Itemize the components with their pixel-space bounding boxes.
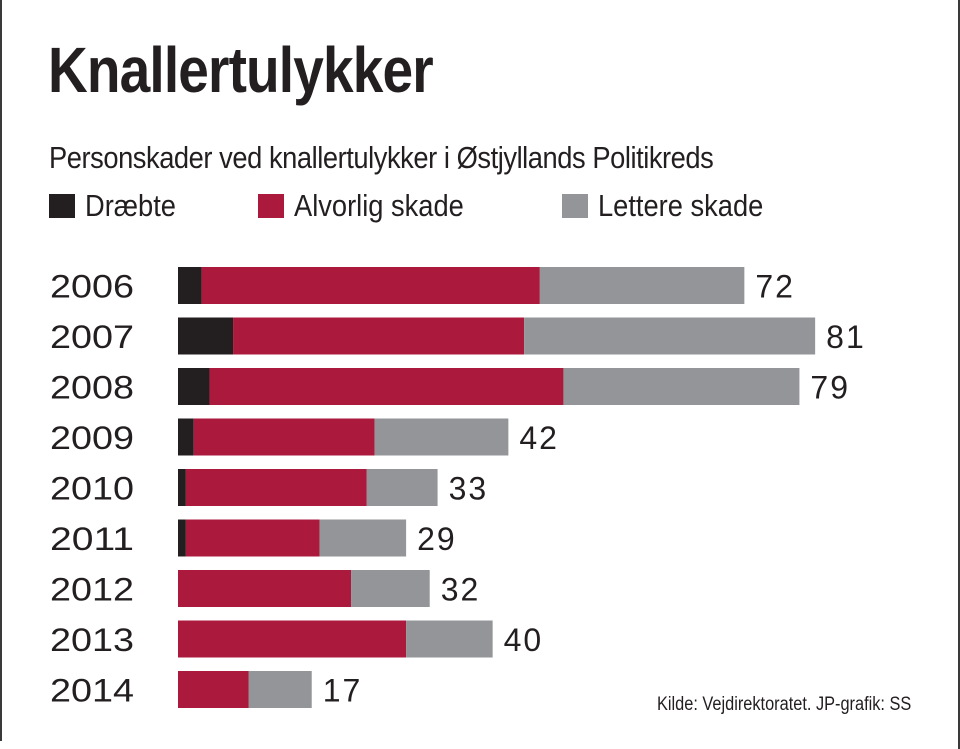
total-label-2008: 79 (810, 370, 850, 406)
year-label-2014: 2014 (50, 673, 134, 709)
legend-item-lettere-skade: Lettere skade (562, 186, 786, 226)
bar-group-2011: 2011 29 (50, 519, 457, 557)
legend-swatch-draebte (49, 194, 75, 218)
bar-segment-lettere-skade-2010 (366, 469, 438, 506)
year-label-2009: 2009 (50, 420, 134, 456)
bar-group-2006: 2006 72 (50, 267, 795, 305)
bar-group-2012: 2012 32 (50, 570, 481, 608)
chart-title: Knallertulykker (48, 34, 434, 106)
year-label-2006: 2006 (50, 269, 134, 305)
frame-right-border (958, 0, 960, 749)
total-label-2010: 33 (449, 471, 489, 507)
source-credit: Kilde: Vejdirektoratet. JP-grafik: SS (657, 694, 912, 715)
bar-segment-draebte-2007 (178, 317, 234, 355)
bar-group-2009: 2009 42 (50, 418, 559, 456)
bar-segment-lettere-skade-2013 (406, 620, 493, 658)
year-label-2010: 2010 (50, 471, 134, 507)
legend-label-draebte: Dræbte (85, 188, 176, 223)
bar-segment-lettere-skade-2012 (351, 570, 430, 607)
chart-subtitle: Personskader ved knallertulykker i Østjy… (49, 140, 714, 175)
total-label-2011: 29 (417, 521, 457, 557)
bar-segment-lettere-skade-2007 (524, 317, 816, 355)
bar-segment-lettere-skade-2009 (374, 418, 509, 456)
bar-segment-draebte-2011 (178, 519, 186, 557)
year-label-2013: 2013 (50, 622, 134, 658)
bar-segment-lettere-skade-2006 (539, 267, 745, 304)
bar-group-2014: 2014 17 (50, 671, 363, 709)
bar-group-2010: 2010 33 (50, 469, 489, 507)
total-label-2012: 32 (441, 572, 481, 608)
legend-item-alvorlig-skade: Alvorlig skade (258, 186, 487, 226)
bar-group-2007: 2007 81 (50, 317, 866, 355)
bar-group-2008: 2008 79 (50, 368, 850, 406)
legend-item-draebte: Dræbte (49, 186, 188, 226)
bar-segment-alvorlig-skade-2009 (193, 418, 375, 456)
total-label-2007: 81 (826, 319, 866, 355)
bar-segment-alvorlig-skade-2012 (178, 570, 352, 607)
bar-segment-alvorlig-skade-2011 (185, 519, 320, 557)
bar-segment-alvorlig-skade-2007 (233, 317, 525, 355)
bar-segment-lettere-skade-2008 (563, 368, 800, 405)
total-label-2013: 40 (504, 622, 544, 658)
bar-segment-draebte-2010 (178, 469, 186, 506)
legend-label-lettere-skade: Lettere skade (598, 188, 764, 223)
frame-left-border (0, 0, 2, 741)
year-label-2008: 2008 (50, 370, 134, 406)
year-label-2011: 2011 (50, 521, 134, 557)
bar-segment-lettere-skade-2014 (248, 671, 312, 708)
bar-segment-draebte-2009 (178, 418, 194, 456)
bar-segment-draebte-2008 (178, 368, 210, 405)
bar-segment-alvorlig-skade-2006 (201, 267, 540, 304)
bar-segment-alvorlig-skade-2014 (178, 671, 249, 708)
bar-segment-alvorlig-skade-2013 (178, 620, 407, 658)
year-label-2007: 2007 (50, 319, 134, 355)
legend-swatch-alvorlig-skade (258, 194, 284, 218)
bar-segment-alvorlig-skade-2010 (185, 469, 367, 506)
total-label-2009: 42 (519, 420, 559, 456)
bar-group-2013: 2013 40 (50, 620, 544, 658)
total-label-2006: 72 (755, 269, 795, 305)
bar-segment-alvorlig-skade-2008 (209, 368, 564, 405)
bar-segment-lettere-skade-2011 (319, 519, 407, 557)
legend-label-alvorlig-skade: Alvorlig skade (294, 188, 464, 223)
bar-segment-draebte-2006 (178, 267, 202, 304)
legend: Dræbte Alvorlig skade Lettere skade (0, 186, 960, 226)
legend-swatch-lettere-skade (562, 194, 588, 218)
year-label-2012: 2012 (50, 572, 134, 608)
total-label-2014: 17 (323, 673, 363, 709)
